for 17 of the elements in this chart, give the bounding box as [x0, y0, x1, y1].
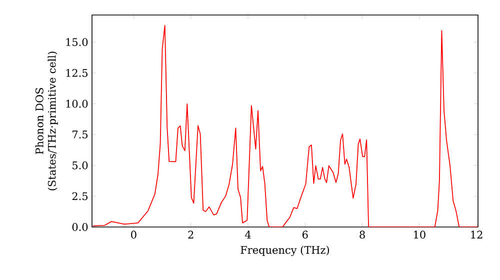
x-tick-label: 12 [471, 230, 482, 238]
y-tick-label: 0.0 [72, 223, 88, 231]
y-tick-label: 12.5 [66, 68, 88, 77]
x-tick-label: 8 [360, 230, 365, 239]
y-tick-label: 5.0 [72, 161, 88, 170]
x-tick-label: 2 [188, 230, 194, 238]
x-axis-title: Frequency (THz) [240, 246, 330, 256]
y-tick-label: 15.0 [66, 38, 88, 46]
x-tick-label: 10 [414, 230, 426, 239]
x-tick-label: 6 [302, 230, 308, 239]
y-tick-label: 2.5 [72, 192, 88, 200]
y-axis-title: Phonon DOS (States/THz·primitive cell) [35, 52, 58, 190]
y-tick-label: 10.0 [66, 100, 88, 108]
y-tick-label: 7.5 [72, 130, 88, 138]
x-tick-label: 0 [131, 230, 136, 239]
line-series [92, 25, 478, 227]
x-tick-label: 4 [245, 230, 251, 238]
